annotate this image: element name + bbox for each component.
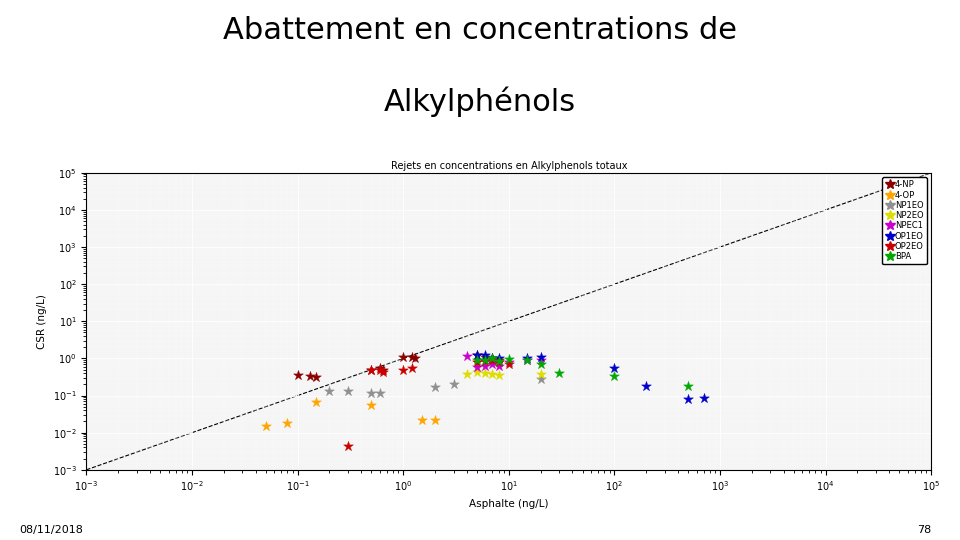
Point [469,357,485,366]
Point [681,382,696,390]
Point [290,371,305,380]
Point [445,380,461,389]
Point [459,370,474,379]
Point [501,357,516,366]
Point [396,365,411,374]
Title: Rejets en concentrations en Alkylphenols totaux: Rejets en concentrations en Alkylphenols… [391,160,627,171]
Point [696,394,711,402]
Point [491,371,506,380]
Text: 08/11/2018: 08/11/2018 [19,524,84,535]
Point [427,416,443,424]
Text: Abattement en concentrations de: Abattement en concentrations de [223,16,737,45]
Point [485,355,500,364]
Point [491,356,506,365]
Text: Alkylphénols: Alkylphénols [384,86,576,117]
Point [485,360,500,368]
Point [469,368,485,377]
Point [279,419,295,428]
Point [551,369,566,377]
Point [404,353,420,361]
Point [533,353,548,361]
Point [533,370,548,379]
Point [491,357,506,366]
Point [340,441,355,450]
X-axis label: Asphalte (ng/L): Asphalte (ng/L) [469,499,548,509]
Point [491,362,506,370]
Point [375,366,391,375]
Point [485,354,500,362]
Point [364,388,379,397]
Point [414,416,429,424]
Point [478,362,493,370]
Point [372,364,388,373]
Point [519,355,535,364]
Point [533,375,548,383]
Point [469,356,485,365]
Point [372,388,388,397]
Point [485,370,500,379]
Point [501,360,516,368]
Point [396,353,411,361]
Point [478,355,493,364]
Point [491,353,506,362]
Point [459,352,474,361]
Point [519,355,535,364]
Point [375,367,391,376]
Point [607,364,622,373]
Point [469,363,485,372]
Point [469,351,485,360]
Point [485,354,500,363]
Point [519,353,535,362]
Point [681,395,696,403]
Point [308,373,324,381]
Point [308,398,324,407]
Text: 78: 78 [917,524,931,535]
Y-axis label: CSR (ng/L): CSR (ng/L) [37,294,47,349]
Point [372,366,388,375]
Point [491,356,506,364]
Point [340,387,355,396]
Point [364,365,379,374]
Point [427,383,443,391]
Point [478,356,493,365]
Point [501,355,516,363]
Legend: 4-NP, 4-OP, NP1EO, NP2EO, NPEC1, OP1EO, OP2EO, BPA: 4-NP, 4-OP, NP1EO, NP2EO, NPEC1, OP1EO, … [882,177,927,265]
Point [404,364,420,373]
Point [533,355,548,364]
Point [478,353,493,361]
Point [478,351,493,360]
Point [364,365,379,374]
Point [638,382,654,390]
Point [322,387,337,396]
Point [364,401,379,409]
Point [408,354,423,363]
Point [258,422,274,430]
Point [478,369,493,377]
Point [485,353,500,362]
Point [607,372,622,381]
Point [469,351,485,360]
Point [302,372,318,381]
Point [533,360,548,368]
